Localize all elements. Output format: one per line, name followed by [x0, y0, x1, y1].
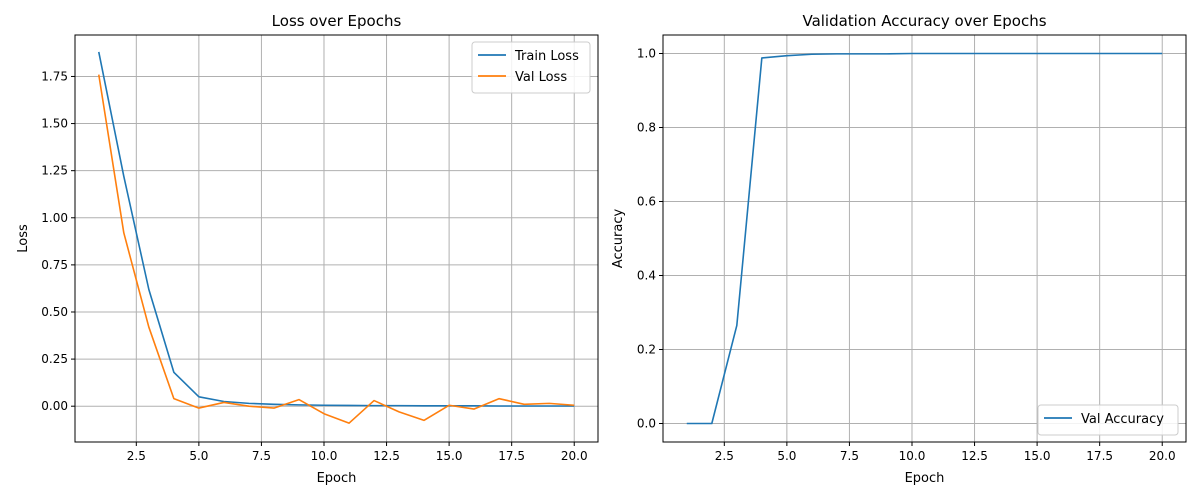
x-tick-label: 7.5 — [840, 449, 859, 463]
y-tick-label: 0.6 — [637, 195, 656, 209]
chart-title: Validation Accuracy over Epochs — [802, 12, 1046, 30]
x-tick-label: 12.5 — [961, 449, 988, 463]
legend-label: Val Accuracy — [1081, 412, 1164, 427]
x-tick-label: 17.5 — [498, 449, 525, 463]
x-tick-label: 20.0 — [1149, 449, 1176, 463]
y-tick-label: 0.2 — [637, 343, 656, 357]
y-tick-label: 1.00 — [41, 211, 68, 225]
y-tick-label: 0.50 — [41, 305, 68, 319]
x-axis-label: Epoch — [317, 471, 357, 486]
y-tick-label: 0.00 — [41, 399, 68, 413]
y-axis-label: Loss — [16, 224, 31, 253]
x-axis-label: Epoch — [905, 471, 945, 486]
legend-box — [1037, 404, 1179, 436]
x-tick-label: 5.0 — [189, 449, 208, 463]
y-axis-label: Accuracy — [611, 209, 626, 269]
x-tick-label: 15.0 — [1024, 449, 1051, 463]
y-tick-label: 0.0 — [637, 417, 656, 431]
chart-title: Loss over Epochs — [272, 12, 402, 30]
x-tick-label: 15.0 — [436, 449, 463, 463]
x-tick-label: 10.0 — [899, 449, 926, 463]
y-tick-label: 0.25 — [41, 352, 68, 366]
chart-panel-1: 2.5 5.0 7.5 10.0 12.5 15.0 17.5 20.0 0.00 0.25 0.5… — [16, 12, 599, 486]
y-tick-label: 1.0 — [637, 47, 656, 61]
y-tick-label: 1.50 — [41, 117, 68, 131]
series-line-train-loss — [97, 51, 575, 407]
x-tick-label: 2.5 — [127, 449, 146, 463]
y-tick-label: 0.75 — [41, 258, 68, 272]
y-tick-label: 1.75 — [41, 69, 68, 83]
x-tick-label: 10.0 — [311, 449, 338, 463]
series-line-val-accuracy — [686, 52, 1163, 425]
legend: Val Accuracy — [1037, 404, 1179, 436]
y-tick-label: 0.4 — [637, 269, 656, 283]
x-tick-label: 2.5 — [715, 449, 734, 463]
plot-frame — [662, 34, 1187, 443]
x-tick-label: 7.5 — [252, 449, 271, 463]
y-tick-label: 0.8 — [637, 121, 656, 135]
series-line-val-loss — [97, 74, 575, 424]
x-tick-label: 12.5 — [373, 449, 400, 463]
legend-label: Train Loss — [514, 49, 579, 64]
plot-frame — [74, 34, 599, 443]
legend-label: Val Loss — [515, 70, 567, 85]
x-tick-label: 17.5 — [1086, 449, 1113, 463]
chart-panel-2: 2.5 5.0 7.5 10.0 12.5 15.0 17.5 20.0 0.0 0.2 0.4 0.… — [611, 12, 1187, 486]
y-tick-label: 1.25 — [41, 164, 68, 178]
x-tick-label: 20.0 — [561, 449, 588, 463]
legend: Train Loss Val Loss — [471, 41, 591, 94]
x-tick-label: 5.0 — [777, 449, 796, 463]
